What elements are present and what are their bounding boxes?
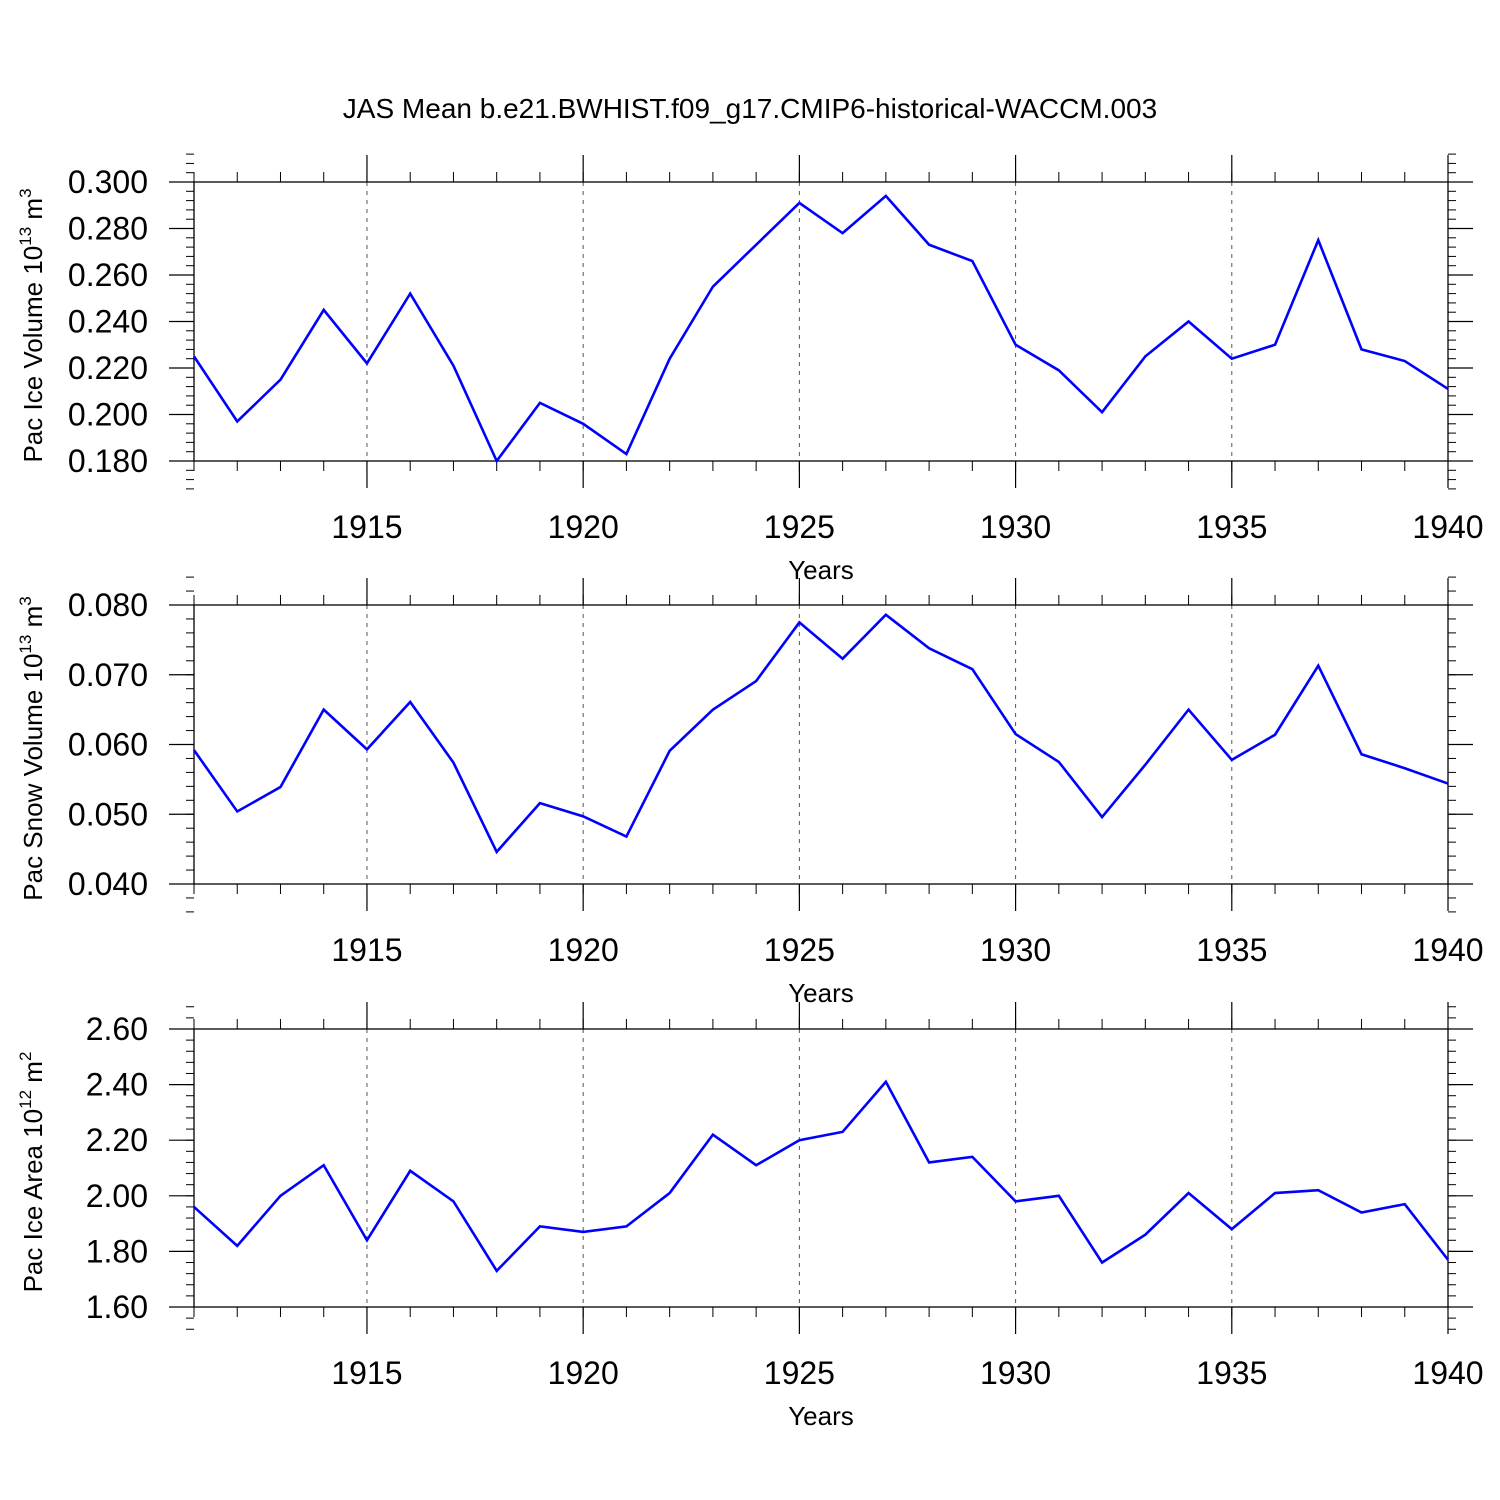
y-axis-label-superscript: 3 [16, 188, 35, 197]
x-tick-label: 1940 [1412, 509, 1483, 545]
y-axis-label-superscript: 12 [16, 1090, 35, 1109]
x-tick-label: 1925 [764, 932, 835, 968]
series-line [193, 1079, 1450, 1273]
x-axis-label: Years [788, 555, 854, 585]
x-tick-label: 1925 [764, 509, 835, 545]
y-tick-label: 1.60 [86, 1289, 148, 1325]
y-tick-label: 0.050 [68, 796, 148, 832]
y-tick-label: 2.40 [86, 1067, 148, 1103]
y-tick-label: 2.60 [86, 1011, 148, 1047]
x-tick-label: 1935 [1196, 1355, 1267, 1391]
y-tick-label: 2.20 [86, 1122, 148, 1158]
y-tick-label: 0.060 [68, 727, 148, 763]
plot-frame [193, 181, 1449, 462]
y-axis-label-superscript: 13 [16, 635, 35, 654]
y-tick-label: 0.220 [68, 350, 148, 386]
y-tick-label: 0.070 [68, 657, 148, 693]
y-tick-label: 0.200 [68, 397, 148, 433]
chart-panel-2: 0.040 0.050 0.060 0.070 0.080 1915 1920 1925 193… [16, 576, 1484, 1008]
chart-panel-1: 0.180 0.200 0.220 0.240 0.260 0.280 0.300 1915 1… [16, 153, 1484, 585]
y-axis-label: Pac Snow Volume 1013 m3 [16, 596, 48, 900]
x-axis-label: Years [788, 1401, 854, 1431]
x-tick-label: 1915 [331, 932, 402, 968]
x-tick-label: 1920 [548, 1355, 619, 1391]
x-tick-label: 1935 [1196, 509, 1267, 545]
y-tick-label: 0.300 [68, 164, 148, 200]
y-tick-label: 0.280 [68, 211, 148, 247]
y-axis-label-text: Pac Snow Volume 10 [18, 654, 48, 901]
y-axis-label-text: m [18, 606, 48, 635]
y-axis-label-superscript: 3 [16, 596, 35, 605]
x-tick-label: 1940 [1412, 1355, 1483, 1391]
x-tick-label: 1925 [764, 1355, 835, 1391]
y-axis-label: Pac Ice Area 1012 m2 [16, 1052, 48, 1293]
chart-panel-3: 1.60 1.80 2.00 2.20 2.40 2.60 1915 1920 1925 1930… [16, 1002, 1484, 1431]
x-tick-label: 1920 [548, 509, 619, 545]
y-tick-label: 0.080 [68, 587, 148, 623]
y-tick-label: 1.80 [86, 1233, 148, 1269]
y-axis-label-text: Pac Ice Area 10 [18, 1109, 48, 1293]
y-tick-label: 0.240 [68, 304, 148, 340]
y-axis-label-text: m [18, 1061, 48, 1090]
plot-frame [193, 604, 1449, 885]
y-tick-label: 0.180 [68, 443, 148, 479]
y-tick-label: 0.040 [68, 866, 148, 902]
y-tick-label: 0.260 [68, 257, 148, 293]
y-axis-label-text: Pac Ice Volume 10 [18, 246, 48, 463]
x-tick-label: 1915 [331, 509, 402, 545]
y-axis-label-superscript: 2 [16, 1052, 35, 1061]
x-tick-label: 1935 [1196, 932, 1267, 968]
y-axis-label: Pac Ice Volume 1013 m3 [16, 188, 48, 462]
y-axis-label-text: m [18, 198, 48, 227]
x-tick-label: 1930 [980, 509, 1051, 545]
figure-title: JAS Mean b.e21.BWHIST.f09_g17.CMIP6-hist… [343, 93, 1157, 124]
series-line [192, 194, 1449, 464]
x-tick-label: 1930 [980, 932, 1051, 968]
x-tick-label: 1940 [1412, 932, 1483, 968]
x-tick-label: 1930 [980, 1355, 1051, 1391]
plot-frame [193, 1028, 1449, 1308]
x-tick-label: 1920 [548, 932, 619, 968]
x-tick-label: 1915 [331, 1355, 402, 1391]
x-axis-label: Years [788, 978, 854, 1008]
series-line [192, 613, 1449, 855]
y-tick-label: 2.00 [86, 1178, 148, 1214]
y-axis-label-superscript: 13 [16, 227, 35, 246]
